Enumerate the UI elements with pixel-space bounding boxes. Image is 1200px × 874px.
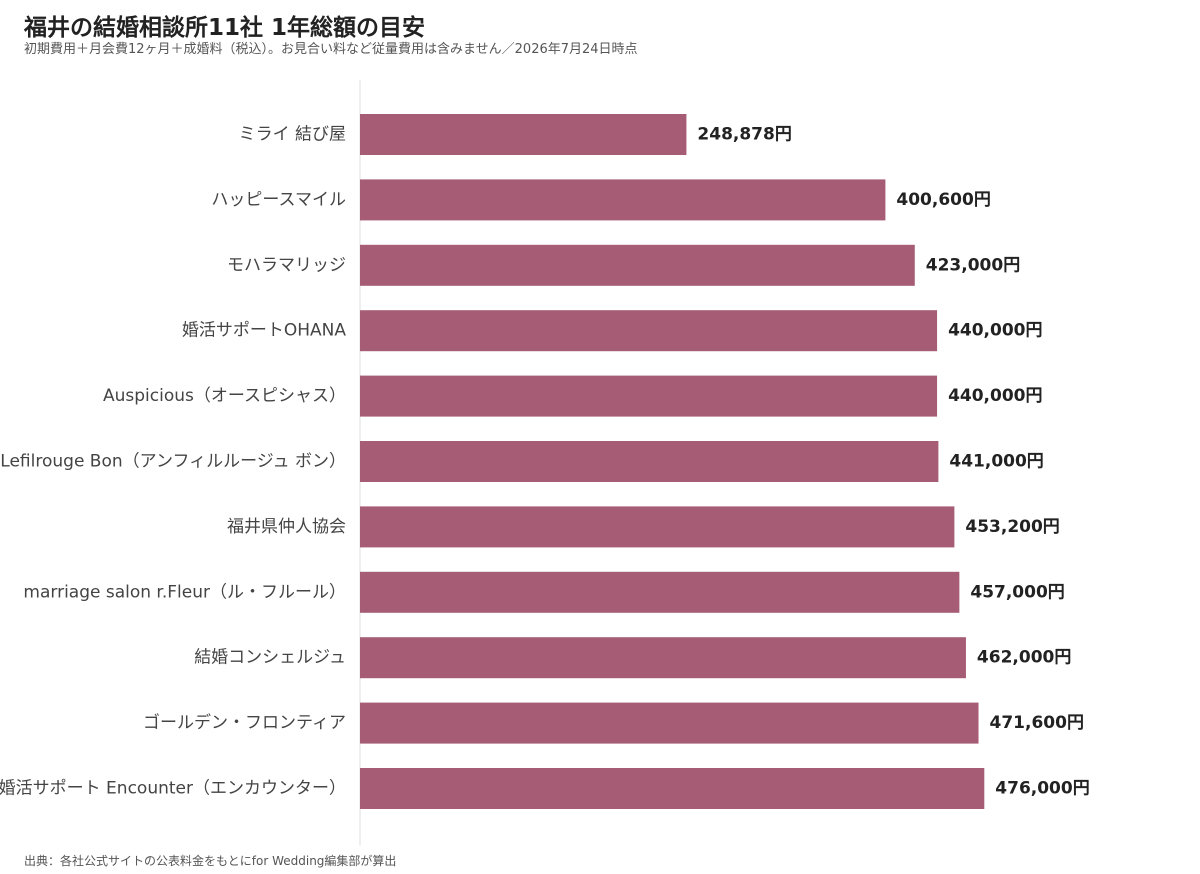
data-label: 440,000円 [948, 386, 1042, 406]
data-label: 457,000円 [970, 582, 1064, 602]
category-label: ゴールデン・フロンティア [143, 712, 346, 733]
bar [360, 768, 985, 809]
data-label: 248,878円 [697, 125, 791, 145]
chart-title: 福井の結婚相談所11社 1年総額の目安 [24, 15, 426, 41]
category-label: 結婚コンシェルジュ [194, 648, 346, 668]
bar [360, 571, 960, 613]
bar [360, 441, 939, 482]
data-label: 476,000円 [995, 779, 1089, 799]
category-label: Auspicious（オースピシャス） [103, 386, 346, 406]
bar [360, 702, 979, 744]
category-label: ミライ 結び屋 [239, 125, 346, 145]
category-label: 婚活サポート Encounter（エンカウンター） [0, 779, 346, 799]
chart-subtitle: 初期費用＋月会費12ヶ月＋成婚料（税込）。お見合い料など従量費用は含みません／2… [24, 42, 638, 57]
bar [360, 244, 915, 286]
bar [360, 114, 687, 155]
data-label: 462,000円 [977, 648, 1071, 668]
category-label: marriage salon r.Fleur（ル・フルール） [23, 582, 346, 602]
bar [360, 179, 886, 221]
data-label: 423,000円 [926, 255, 1020, 275]
bar [360, 375, 938, 417]
source-note: 出典：各社公式サイトの公表料金をもとにfor Wedding編集部が算出 [24, 854, 397, 868]
bar [360, 310, 938, 352]
category-label: 福井県仲人協会 [227, 517, 346, 537]
data-label: 453,200円 [965, 517, 1059, 537]
category-label: ハッピースマイル [211, 190, 346, 210]
bar [360, 637, 966, 679]
category-label: モハラマリッジ [227, 255, 346, 275]
data-label: 440,000円 [948, 321, 1042, 341]
bar [360, 506, 955, 548]
data-label: 471,600円 [990, 713, 1084, 733]
category-label: Lefilrouge Bon（アンフィルルージュ ボン） [0, 452, 346, 472]
data-label: 400,600円 [896, 190, 990, 210]
category-label: 婚活サポートOHANA [182, 321, 347, 341]
data-label: 441,000円 [949, 452, 1043, 472]
